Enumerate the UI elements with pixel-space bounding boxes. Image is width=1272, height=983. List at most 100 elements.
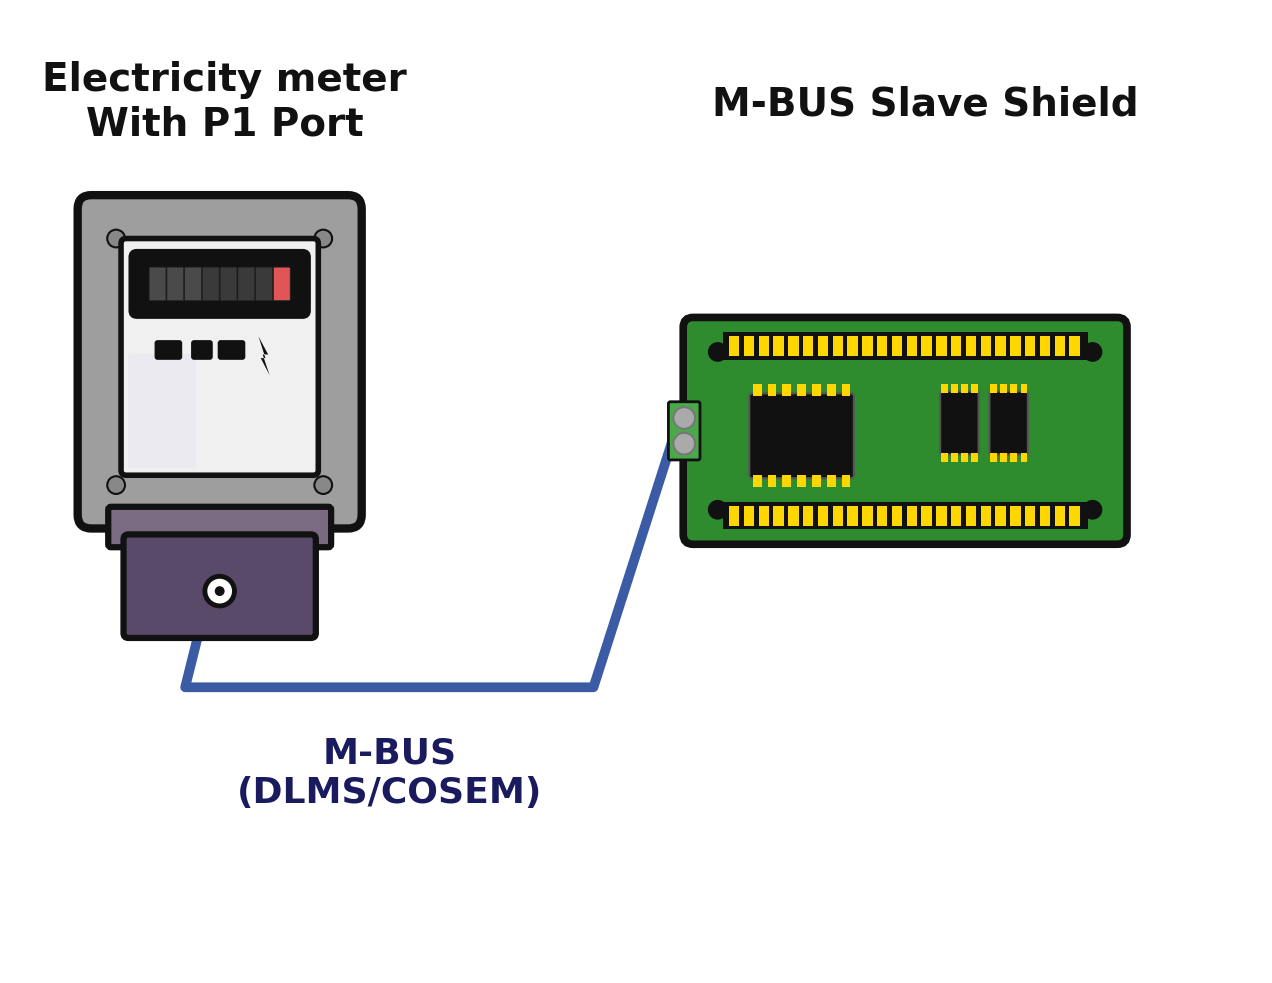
- Bar: [722, 502, 1088, 530]
- Bar: [1010, 452, 1018, 462]
- Circle shape: [215, 586, 225, 596]
- Bar: [951, 506, 962, 526]
- Bar: [965, 336, 976, 356]
- Bar: [753, 475, 762, 487]
- Bar: [722, 332, 1088, 360]
- Bar: [842, 475, 851, 487]
- Bar: [996, 506, 1006, 526]
- Bar: [833, 336, 843, 356]
- Bar: [744, 336, 754, 356]
- FancyBboxPatch shape: [123, 535, 315, 638]
- Bar: [818, 506, 828, 526]
- Circle shape: [314, 230, 332, 248]
- Bar: [1054, 506, 1065, 526]
- Text: Electricity meter
With P1 Port: Electricity meter With P1 Port: [42, 61, 407, 143]
- FancyBboxPatch shape: [108, 507, 331, 548]
- Bar: [921, 506, 932, 526]
- Bar: [789, 506, 799, 526]
- Bar: [803, 336, 813, 356]
- Bar: [773, 336, 784, 356]
- FancyBboxPatch shape: [683, 318, 1127, 545]
- FancyBboxPatch shape: [131, 252, 308, 317]
- Bar: [1010, 506, 1020, 526]
- Polygon shape: [258, 336, 270, 376]
- Bar: [862, 336, 873, 356]
- FancyBboxPatch shape: [202, 267, 219, 301]
- Bar: [1025, 506, 1035, 526]
- Bar: [827, 475, 836, 487]
- Bar: [818, 336, 828, 356]
- Bar: [1070, 506, 1080, 526]
- Bar: [907, 336, 917, 356]
- FancyBboxPatch shape: [184, 267, 201, 301]
- FancyBboxPatch shape: [191, 340, 212, 360]
- FancyBboxPatch shape: [167, 267, 183, 301]
- Bar: [842, 384, 851, 396]
- Bar: [758, 336, 770, 356]
- FancyBboxPatch shape: [218, 340, 245, 360]
- Bar: [753, 384, 762, 396]
- FancyBboxPatch shape: [273, 267, 290, 301]
- Circle shape: [314, 476, 332, 494]
- Bar: [862, 506, 873, 526]
- Bar: [782, 384, 791, 396]
- FancyBboxPatch shape: [155, 340, 182, 360]
- Bar: [782, 475, 791, 487]
- Bar: [936, 336, 946, 356]
- Bar: [812, 384, 820, 396]
- Bar: [773, 506, 784, 526]
- Bar: [990, 452, 997, 462]
- Circle shape: [707, 342, 728, 362]
- Bar: [798, 475, 806, 487]
- Bar: [996, 336, 1006, 356]
- Bar: [847, 336, 857, 356]
- Bar: [981, 336, 991, 356]
- Bar: [990, 383, 997, 393]
- Bar: [907, 506, 917, 526]
- FancyBboxPatch shape: [668, 402, 700, 460]
- Bar: [1070, 336, 1080, 356]
- Bar: [950, 452, 958, 462]
- Bar: [767, 384, 776, 396]
- Text: M-BUS Slave Shield: M-BUS Slave Shield: [711, 86, 1138, 124]
- Bar: [972, 383, 978, 393]
- Bar: [789, 336, 799, 356]
- FancyBboxPatch shape: [78, 196, 361, 529]
- Bar: [758, 506, 770, 526]
- Bar: [1020, 452, 1028, 462]
- Bar: [1000, 383, 1007, 393]
- Circle shape: [673, 407, 695, 429]
- Bar: [951, 336, 962, 356]
- Bar: [936, 506, 946, 526]
- Bar: [1039, 336, 1051, 356]
- Bar: [1010, 383, 1018, 393]
- Bar: [827, 384, 836, 396]
- Bar: [892, 506, 902, 526]
- Bar: [892, 336, 902, 356]
- Bar: [812, 475, 820, 487]
- Circle shape: [107, 230, 125, 248]
- FancyBboxPatch shape: [128, 354, 196, 468]
- Bar: [950, 383, 958, 393]
- Circle shape: [1082, 342, 1103, 362]
- Bar: [940, 383, 948, 393]
- Bar: [1054, 336, 1065, 356]
- FancyBboxPatch shape: [121, 239, 318, 475]
- Bar: [1020, 383, 1028, 393]
- Bar: [767, 475, 776, 487]
- Bar: [921, 336, 932, 356]
- Text: M-BUS
(DLMS/COSEM): M-BUS (DLMS/COSEM): [237, 736, 542, 810]
- Bar: [962, 383, 968, 393]
- FancyBboxPatch shape: [990, 391, 1028, 454]
- FancyBboxPatch shape: [749, 393, 854, 478]
- Bar: [876, 336, 888, 356]
- Bar: [798, 384, 806, 396]
- Bar: [981, 506, 991, 526]
- Bar: [972, 452, 978, 462]
- FancyBboxPatch shape: [940, 391, 978, 454]
- FancyBboxPatch shape: [220, 267, 237, 301]
- Bar: [803, 506, 813, 526]
- Bar: [1025, 336, 1035, 356]
- FancyBboxPatch shape: [238, 267, 254, 301]
- Circle shape: [107, 476, 125, 494]
